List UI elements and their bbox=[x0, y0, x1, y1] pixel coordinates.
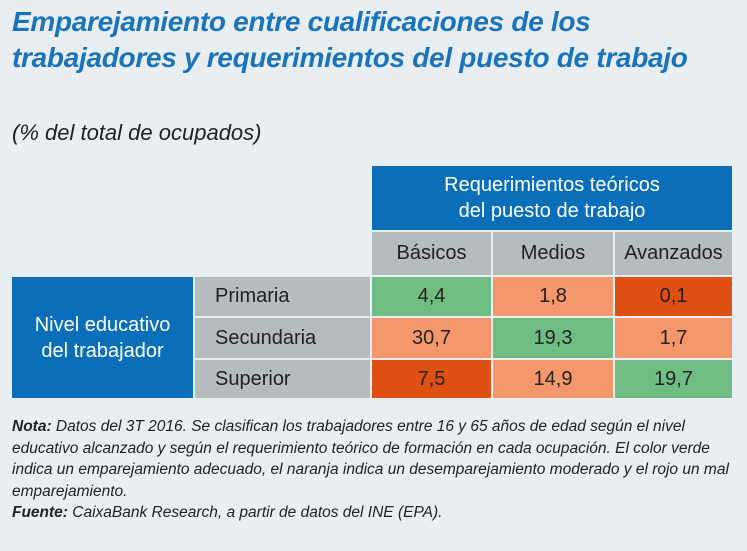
fuente-text: CaixaBank Research, a partir de datos de… bbox=[67, 504, 443, 521]
row-label: Secundaria bbox=[195, 318, 370, 358]
column-group-header: Requerimientos teóricos del puesto de tr… bbox=[372, 166, 732, 230]
fuente-label: Fuente: bbox=[12, 504, 68, 521]
row-label: Superior bbox=[195, 360, 370, 398]
chart-title: Emparejamiento entre cualificaciones de … bbox=[12, 6, 688, 73]
table-cell: 7,5 bbox=[372, 360, 491, 398]
table-cell: 4,4 bbox=[372, 277, 491, 316]
table-cell: 0,1 bbox=[615, 277, 732, 316]
notes: Nota: Datos del 3T 2016. Se clasifican l… bbox=[12, 416, 737, 524]
row-label: Primaria bbox=[195, 277, 370, 316]
table-cell: 19,7 bbox=[615, 360, 732, 398]
chart-subtitle: (% del total de ocupados) bbox=[12, 120, 262, 145]
table-cell: 1,8 bbox=[493, 277, 613, 316]
nota-text: Datos del 3T 2016. Se clasifican los tra… bbox=[12, 418, 729, 500]
table-cell: 14,9 bbox=[493, 360, 613, 398]
table-cell: 30,7 bbox=[372, 318, 491, 358]
column-header: Avanzados bbox=[615, 232, 732, 275]
table-cell: 19,3 bbox=[493, 318, 613, 358]
column-header: Medios bbox=[493, 232, 613, 275]
row-group-header: Nivel educativo del trabajador bbox=[12, 277, 193, 398]
table-cell: 1,7 bbox=[615, 318, 732, 358]
nota-label: Nota: bbox=[12, 418, 52, 435]
column-header: Básicos bbox=[372, 232, 491, 275]
